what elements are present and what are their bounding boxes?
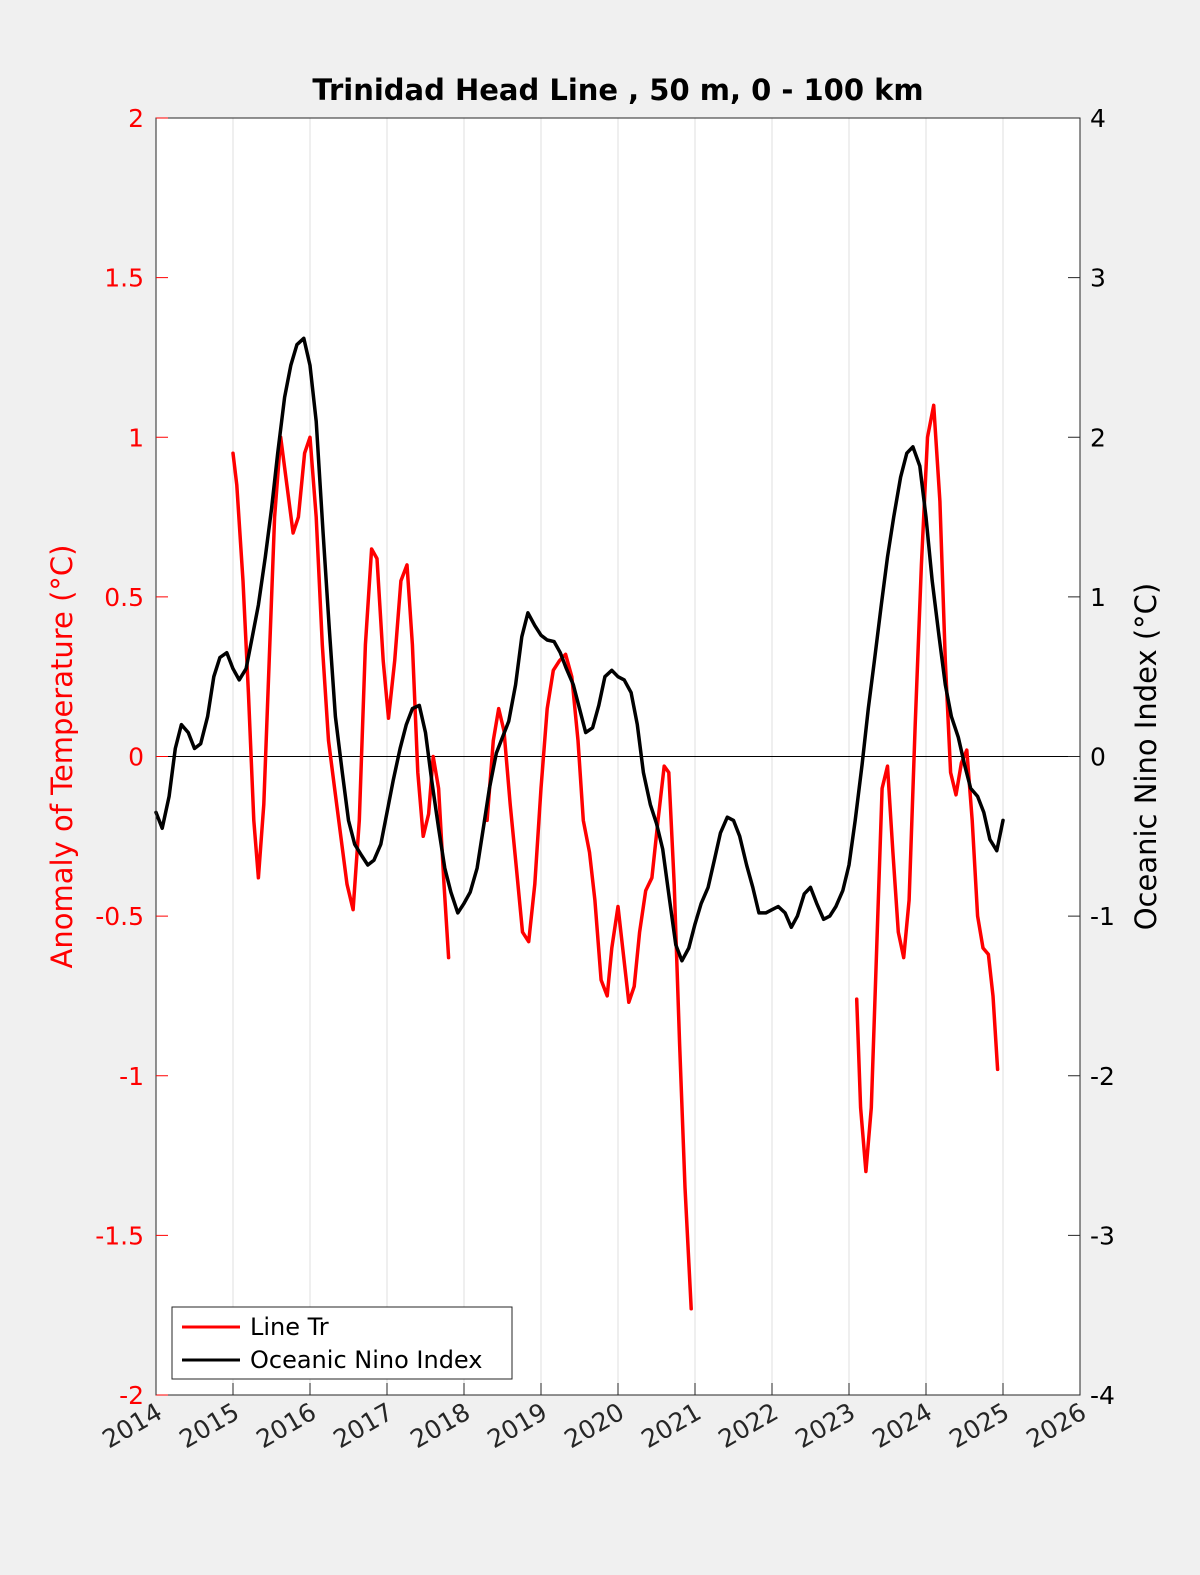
right-tick-label: -4 (1090, 1381, 1115, 1410)
right-tick-label: -3 (1090, 1221, 1115, 1250)
x-tick-label: 2020 (559, 1397, 629, 1454)
right-tick-label: 0 (1090, 743, 1106, 772)
right-tick-label: 2 (1090, 423, 1106, 452)
series-line-tr-segment (231, 435, 451, 960)
left-tick-label: -1 (119, 1062, 144, 1091)
right-tick-label: -2 (1090, 1062, 1115, 1091)
left-tick-label: -0.5 (95, 902, 144, 931)
legend-label-line-tr: Line Tr (250, 1313, 329, 1341)
chart-title: Trinidad Head Line , 50 m, 0 - 100 km (312, 73, 923, 107)
x-tick-label: 2018 (405, 1397, 475, 1454)
x-tick-label: 2022 (713, 1397, 783, 1454)
left-tick-label: 0.5 (104, 583, 144, 612)
left-tick-label: 0 (128, 743, 144, 772)
x-tick-label: 2017 (328, 1397, 398, 1454)
right-axis-label: Oceanic Nino Index (°C) (1129, 583, 1163, 931)
left-axis-label: Anomaly of Temperature (°C) (45, 545, 79, 969)
x-tick-label: 2026 (1021, 1397, 1091, 1454)
x-tick-label: 2023 (790, 1397, 860, 1454)
series-oni-line (154, 336, 1005, 963)
x-tick-label: 2016 (251, 1397, 321, 1454)
left-tick-label: -1.5 (95, 1221, 144, 1250)
left-tick-label: 1.5 (104, 264, 144, 293)
left-tick-label: 2 (128, 104, 144, 133)
left-axis: 2 1.5 1 0.5 0 -0.5 -1 -1.5 -2 (95, 104, 168, 1410)
right-tick-label: 3 (1090, 264, 1106, 293)
legend-label-oni: Oceanic Nino Index (250, 1346, 482, 1374)
series-line-tr-segment (854, 403, 1000, 1174)
series-layer (154, 336, 1005, 1311)
right-tick-label: 1 (1090, 583, 1106, 612)
right-axis: 4 3 2 1 0 -1 -2 -3 -4 (1068, 104, 1115, 1410)
series-line-tr-segment (485, 652, 693, 1311)
legend: Line Tr Oceanic Nino Index (171, 1306, 513, 1380)
legend-box (171, 1306, 513, 1380)
right-tick-label: 4 (1090, 104, 1106, 133)
x-tick-label: 2021 (636, 1397, 706, 1454)
x-tick-label: 2025 (944, 1397, 1014, 1454)
x-tick-label: 2024 (867, 1397, 937, 1454)
x-tick-label: 2019 (482, 1397, 552, 1454)
left-tick-label: -2 (119, 1381, 144, 1410)
x-tick-label: 2015 (174, 1397, 244, 1454)
right-tick-label: -1 (1090, 902, 1115, 931)
left-tick-label: 1 (128, 423, 144, 452)
